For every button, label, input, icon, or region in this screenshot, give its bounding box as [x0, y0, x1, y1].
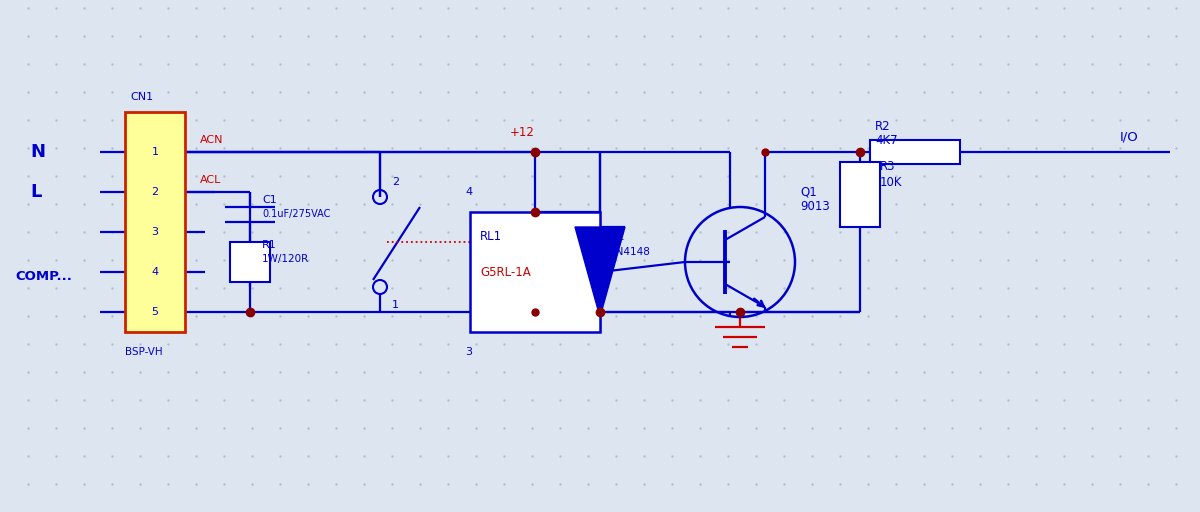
Polygon shape	[575, 227, 625, 317]
Text: R3: R3	[880, 160, 895, 174]
Text: 4: 4	[151, 267, 158, 277]
Bar	[470, 212, 600, 332]
Text: C1: C1	[262, 195, 277, 205]
Text: 1: 1	[151, 147, 158, 157]
Text: 1W/120R: 1W/120R	[262, 254, 310, 264]
Text: Q1: Q1	[800, 185, 817, 199]
Text: COMP...: COMP...	[14, 270, 72, 284]
Text: +12: +12	[510, 125, 535, 139]
Text: 1N4148: 1N4148	[610, 247, 650, 257]
Text: 1: 1	[392, 300, 398, 310]
Text: RL1: RL1	[480, 230, 502, 244]
Text: ACN: ACN	[200, 135, 223, 145]
Text: G5RL-1A: G5RL-1A	[480, 266, 530, 279]
Text: 2: 2	[392, 177, 400, 187]
Text: 5: 5	[151, 307, 158, 317]
Bar	[125, 112, 185, 332]
Text: BSP-VH: BSP-VH	[125, 347, 163, 357]
Bar	[840, 162, 880, 227]
Text: 2: 2	[151, 187, 158, 197]
Text: 0.1uF/275VAC: 0.1uF/275VAC	[262, 209, 330, 219]
Text: 3: 3	[151, 227, 158, 237]
Text: 9013: 9013	[800, 201, 829, 214]
Text: N: N	[30, 143, 46, 161]
Text: CN1: CN1	[130, 92, 154, 102]
Text: 4K7: 4K7	[875, 134, 898, 146]
Bar	[870, 140, 960, 164]
Text: 4: 4	[466, 187, 472, 197]
Text: D1: D1	[610, 232, 625, 242]
Text: R1: R1	[262, 240, 277, 250]
Text: I/O: I/O	[1120, 131, 1139, 143]
Text: ACL: ACL	[200, 175, 221, 185]
Text: R2: R2	[875, 120, 890, 134]
Bar	[230, 242, 270, 282]
Text: 10K: 10K	[880, 176, 902, 188]
Text: 3: 3	[466, 347, 472, 357]
Text: L: L	[30, 183, 41, 201]
